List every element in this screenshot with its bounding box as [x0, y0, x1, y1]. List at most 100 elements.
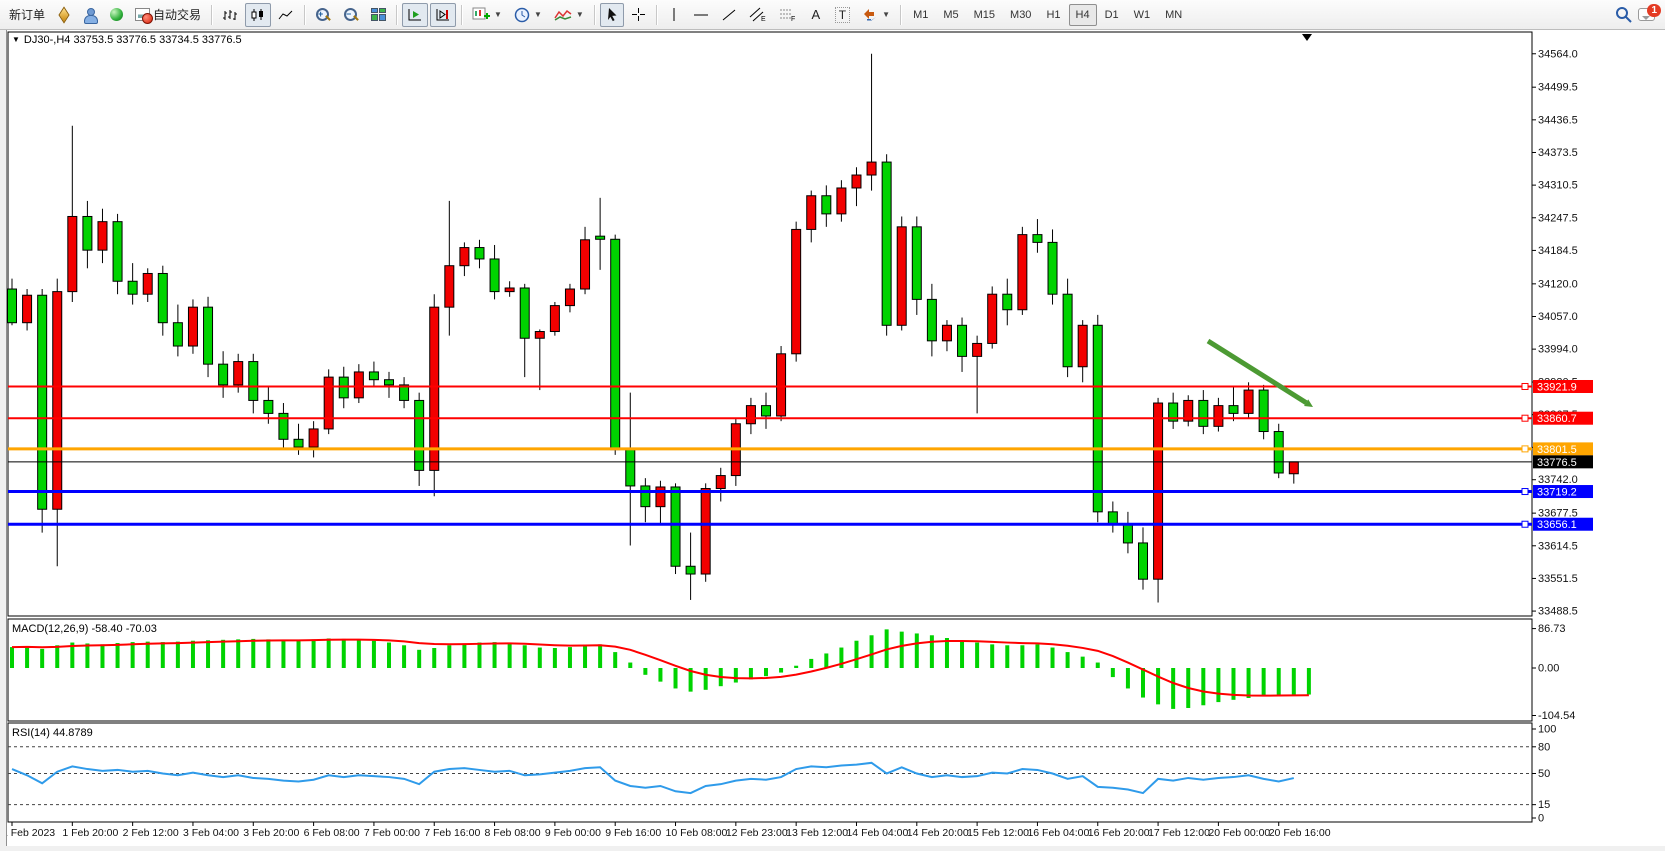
- zoom-in-button[interactable]: +: [310, 3, 336, 27]
- candle: [941, 324, 952, 342]
- market-watch-button[interactable]: [52, 3, 76, 27]
- time-label: 14 Feb 20:00: [907, 827, 969, 839]
- trendline-button[interactable]: [716, 3, 742, 27]
- timeframe-h1[interactable]: H1: [1046, 8, 1061, 21]
- timeframe-d1[interactable]: D1: [1104, 8, 1119, 21]
- dropdown-caret-icon: ▼: [533, 10, 542, 19]
- svg-text:33719.2: 33719.2: [1537, 487, 1577, 499]
- timeframe-m1[interactable]: M1: [913, 8, 929, 21]
- tile-windows-icon: [371, 8, 387, 21]
- symbol-dropdown-icon[interactable]: ▼: [12, 35, 20, 44]
- macd-bar: [929, 635, 934, 668]
- macd-bar: [1141, 668, 1145, 698]
- arrows-button[interactable]: ▼: [857, 3, 895, 27]
- candle: [866, 161, 877, 176]
- cursor-button[interactable]: [599, 2, 624, 27]
- main-panel[interactable]: [7, 31, 1533, 617]
- periods-button[interactable]: ▼: [509, 3, 547, 27]
- chart-line-button[interactable]: [273, 3, 299, 27]
- signals-button[interactable]: [104, 3, 128, 27]
- macd-panel[interactable]: [7, 618, 1533, 722]
- chart-candles-button[interactable]: [245, 2, 272, 27]
- trend-arrow[interactable]: [1206, 338, 1308, 405]
- zoom-out-button[interactable]: −: [338, 3, 364, 27]
- svg-text:34184.5: 34184.5: [1538, 245, 1578, 257]
- time-label: 1 Feb 2023: [2, 827, 55, 839]
- svg-text:33801.5: 33801.5: [1537, 444, 1577, 456]
- macd-bar: [733, 668, 738, 683]
- hline-handle[interactable]: [1521, 445, 1529, 453]
- horizontal-line-button[interactable]: [688, 3, 714, 27]
- macd-bar: [1110, 668, 1115, 678]
- chart-shift-marker[interactable]: [1302, 34, 1312, 41]
- candle: [806, 195, 817, 230]
- svg-text:33742.0: 33742.0: [1538, 474, 1578, 486]
- svg-text:34564.0: 34564.0: [1538, 48, 1578, 60]
- search-icon[interactable]: [1615, 6, 1632, 23]
- chart-canvas[interactable]: 34564.0 34499.5 34436.5 34373.5 34310.5 34247…: [0, 30, 1665, 846]
- chart-window: 34564.0 34499.5 34436.5 34373.5 34310.5 34247…: [0, 30, 1665, 846]
- candle: [203, 306, 214, 365]
- svg-text:34057.0: 34057.0: [1538, 311, 1578, 323]
- hline-handle[interactable]: [1521, 382, 1529, 390]
- hline-handle[interactable]: [1521, 520, 1529, 528]
- candle: [414, 399, 425, 471]
- tile-windows-button[interactable]: [366, 3, 391, 27]
- new-order-button[interactable]: 新订单: [4, 3, 50, 27]
- time-label: 9 Feb 16:00: [605, 827, 661, 839]
- hline-handle[interactable]: [1521, 414, 1529, 422]
- new-chart-button[interactable]: ▼: [467, 3, 507, 27]
- candle: [1002, 293, 1013, 311]
- macd-bar: [326, 638, 331, 668]
- hline-handle[interactable]: [1521, 488, 1529, 496]
- timeframe-m15[interactable]: M15: [973, 8, 996, 21]
- candle: [22, 294, 33, 324]
- candle: [52, 291, 63, 510]
- macd-bar: [975, 642, 980, 668]
- rsi-panel[interactable]: [7, 722, 1533, 823]
- timeframe-m30[interactable]: M30: [1010, 8, 1032, 21]
- auto-trading-icon: [135, 8, 154, 24]
- fibonacci-button[interactable]: F: [774, 3, 802, 27]
- notifications-button[interactable]: 1: [1638, 4, 1661, 21]
- navigator-button[interactable]: [78, 3, 102, 27]
- timeframe-mn[interactable]: MN: [1165, 8, 1183, 21]
- vertical-line-button[interactable]: [662, 3, 686, 27]
- chart-bars-button[interactable]: [217, 3, 243, 27]
- svg-text:34247.5: 34247.5: [1538, 212, 1578, 224]
- candle: [881, 161, 892, 326]
- candle: [353, 371, 364, 399]
- candle: [851, 174, 862, 189]
- timeframe-m5[interactable]: M5: [943, 8, 959, 21]
- macd-bar: [854, 640, 859, 668]
- macd-bar: [266, 639, 271, 668]
- timeframe-w1[interactable]: W1: [1133, 8, 1151, 21]
- text-button[interactable]: A: [804, 3, 828, 27]
- macd-bar: [688, 668, 693, 692]
- auto-scroll-button[interactable]: [402, 2, 429, 27]
- crosshair-button[interactable]: [626, 3, 651, 27]
- timeframe-h4[interactable]: H4: [1068, 3, 1097, 26]
- macd-bar: [869, 635, 874, 668]
- macd-bar: [1171, 668, 1176, 709]
- text-label-button[interactable]: T: [830, 3, 855, 27]
- candle: [97, 221, 108, 251]
- line-chart-icon: [278, 10, 293, 19]
- candle: [896, 226, 907, 326]
- macd-bar: [794, 665, 799, 668]
- macd-bar: [402, 645, 407, 668]
- candle: [821, 195, 832, 215]
- indicators-button[interactable]: ▼: [549, 3, 589, 27]
- equidistant-channel-button[interactable]: E: [744, 3, 772, 27]
- chart-shift-button[interactable]: [430, 2, 457, 27]
- svg-text:0.00: 0.00: [1538, 663, 1559, 675]
- macd-bar: [55, 645, 60, 668]
- auto-trading-button[interactable]: 自动交易: [130, 3, 206, 27]
- trend-arrow-head: [1304, 399, 1313, 407]
- macd-bar: [1095, 662, 1100, 668]
- candle: [1168, 402, 1179, 422]
- candle: [1183, 399, 1194, 422]
- time-label: 20 Feb 00:00: [1208, 827, 1270, 839]
- candle: [1243, 389, 1254, 414]
- macd-bar: [432, 648, 437, 668]
